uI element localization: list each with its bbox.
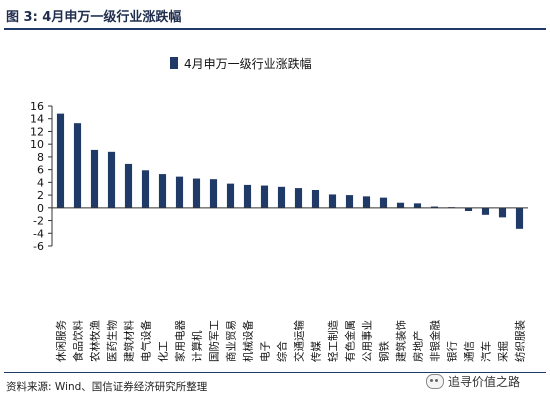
category-label: 休闲服务 (55, 320, 68, 362)
bar (362, 196, 371, 208)
category-label: 国防军工 (208, 320, 221, 362)
category-label: 化工 (157, 341, 170, 362)
figure-title: 图 3: 4月申万一级行业涨跌幅 (6, 10, 182, 25)
category-label: 汽车 (480, 341, 493, 362)
category-label: 农林牧渔 (89, 320, 102, 362)
bar (379, 197, 388, 208)
bar (345, 195, 354, 208)
y-tick-label: 2 (37, 189, 44, 202)
y-tick-label: 12 (30, 125, 44, 138)
category-label: 采掘 (497, 341, 510, 362)
category-label: 电气设备 (140, 320, 153, 362)
category-label: 银行 (446, 341, 459, 362)
bar (260, 185, 269, 208)
bar (192, 178, 201, 208)
y-tick-label: 4 (37, 176, 44, 189)
bar (311, 190, 320, 208)
y-tick-label: -2 (33, 215, 44, 228)
bar (158, 174, 167, 208)
watermark-text: 追寻价值之路 (448, 375, 521, 389)
category-label: 建筑装饰 (395, 320, 408, 362)
bottom-rule (4, 372, 546, 373)
bar (328, 194, 337, 208)
category-label: 通信 (464, 341, 476, 362)
category-label: 食品饮料 (72, 320, 85, 362)
bar (430, 206, 439, 208)
category-label: 房地产 (412, 331, 425, 363)
title-rule (4, 28, 546, 30)
bar (413, 203, 422, 208)
wechat-icon (426, 374, 444, 389)
watermark: 追寻价值之路 (426, 373, 520, 390)
bar (124, 163, 133, 208)
category-label: 钢铁 (378, 341, 391, 362)
category-label: 机械设备 (242, 320, 255, 362)
category-label: 计算机 (191, 330, 204, 362)
category-label: 商业贸易 (225, 320, 238, 362)
category-label: 非银金融 (429, 320, 442, 362)
bar (243, 184, 252, 208)
category-label: 电子 (259, 341, 272, 362)
y-tick-label: 14 (30, 113, 44, 126)
bar (277, 186, 286, 208)
category-label: 传媒 (310, 341, 323, 362)
category-label: 纺织服装 (514, 320, 527, 362)
category-label: 医药生物 (106, 320, 119, 362)
y-tick-label: -6 (33, 240, 44, 253)
y-tick-label: 0 (37, 202, 44, 215)
bar (56, 113, 65, 208)
category-label: 建筑材料 (123, 320, 136, 362)
y-tick-label: 6 (37, 164, 44, 177)
category-label: 交通运输 (293, 320, 306, 362)
category-label: 综合 (276, 341, 289, 362)
bar (481, 207, 490, 215)
category-labels: 休闲服务 食品饮料 农林牧渔 医药生物 建筑材料 电气设备 化工 家用电器 计算机 国防军工 商业贸… (55, 320, 527, 362)
bar (226, 183, 235, 208)
bar (498, 207, 507, 218)
category-label: 有色金属 (344, 320, 357, 362)
bar (141, 170, 150, 208)
y-tick-label: 16 (30, 100, 44, 113)
category-label: 公用事业 (361, 320, 374, 362)
legend-label: 4月申万一级行业涨跌幅 (184, 56, 312, 71)
y-tick-label: 8 (37, 151, 44, 164)
bar (515, 207, 524, 229)
bar (175, 176, 184, 208)
bar (107, 151, 116, 208)
bar (396, 202, 405, 208)
bars (56, 113, 524, 229)
chart-legend: 4月申万一级行业涨跌幅 (170, 56, 312, 71)
y-tick-label: -4 (33, 227, 44, 240)
bar (90, 149, 99, 208)
bar (209, 179, 218, 208)
category-label: 家用电器 (174, 320, 187, 362)
y-tick-label: 10 (30, 138, 44, 151)
category-label: 轻工制造 (327, 320, 340, 362)
bar (73, 123, 82, 208)
bar (294, 188, 303, 208)
source-note: 资料来源: Wind、国信证券经济研究所整理 (6, 381, 208, 393)
legend-swatch (170, 57, 178, 69)
bar (464, 207, 473, 211)
